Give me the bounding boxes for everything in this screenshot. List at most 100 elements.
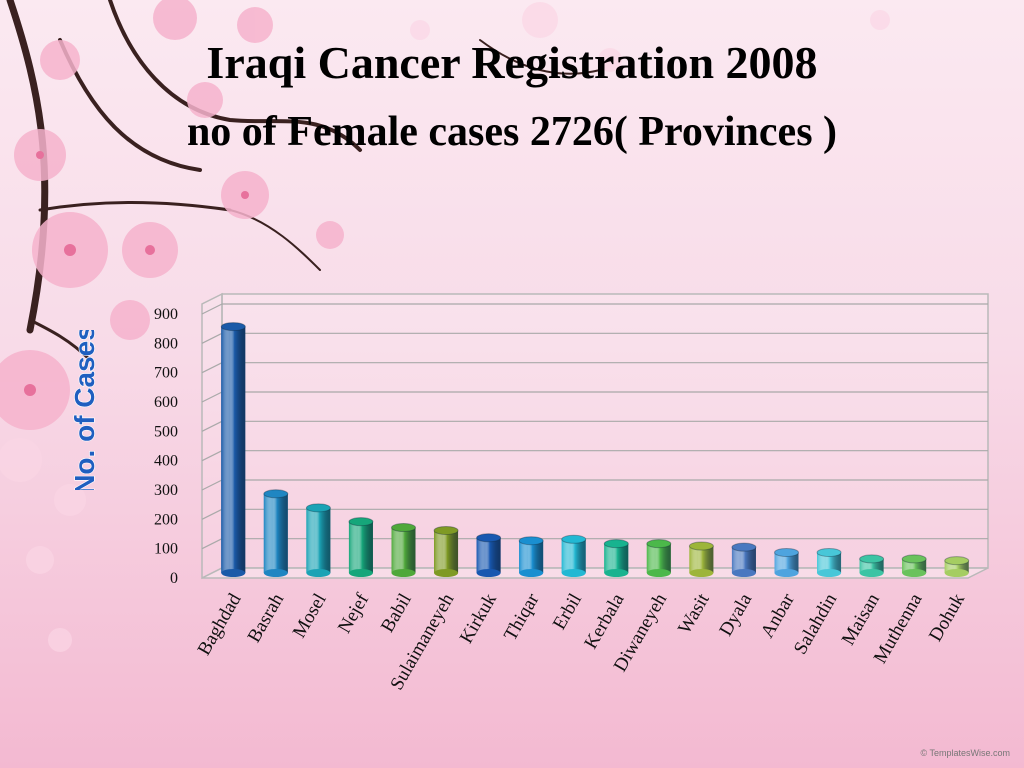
bar-diwaneyeh [646, 539, 672, 577]
x-tick-label: Dohuk [925, 590, 969, 646]
bar-kirkuk [476, 533, 502, 577]
bar-base [519, 569, 544, 577]
bar-kerbala [603, 539, 629, 577]
bar-top [688, 541, 714, 551]
bar-dohuk [944, 556, 970, 577]
gridline-side [201, 303, 223, 315]
gridline-side [201, 479, 223, 491]
bar-shading [476, 537, 501, 573]
gridline-side [201, 332, 223, 344]
bar-nejef [348, 517, 374, 577]
bar-top [646, 539, 672, 549]
x-tick-label: Dyala [715, 590, 756, 640]
bar-basrah [263, 489, 289, 577]
x-tick-label: Basrah [244, 590, 289, 647]
bar-base [944, 569, 969, 577]
bar-top [305, 503, 331, 513]
bar-base [476, 569, 501, 577]
bar-shading [774, 552, 799, 573]
bar-top [476, 533, 502, 543]
y-axis-label-text: No. of Cases [69, 330, 100, 490]
y-tick-label: 300 [154, 482, 178, 499]
x-tick-label: Mosel [289, 590, 331, 642]
bar-base [689, 569, 714, 577]
bar-top [603, 539, 629, 549]
bar-top [518, 536, 544, 546]
bar-base [221, 569, 246, 577]
gridline-side [201, 538, 223, 550]
bar-top [220, 322, 246, 332]
bar-top [944, 556, 970, 566]
x-tick-label: Baghdad [194, 590, 246, 659]
bar-base [348, 569, 373, 577]
bar-base [434, 569, 459, 577]
bar-top [859, 554, 885, 564]
bar-dyala [731, 542, 757, 577]
y-tick-label: 700 [154, 365, 178, 382]
y-axis-ticks: 0 100 200 300 400 500 600 700 800 900 [154, 306, 178, 587]
bar-babil [391, 523, 416, 577]
bar-thiqar [518, 536, 544, 577]
bar-maisan [859, 554, 885, 577]
y-tick-label: 600 [154, 394, 178, 411]
x-tick-label: Kirkuk [456, 590, 501, 648]
bar-shading [348, 521, 373, 573]
gridline-side [201, 450, 223, 462]
bar-top [348, 517, 374, 527]
bar-shading [817, 552, 842, 573]
bar-shading [859, 558, 884, 573]
bar-shading [561, 539, 586, 573]
y-tick-label: 900 [154, 306, 178, 323]
x-tick-label: Babil [377, 590, 416, 636]
bar-base [859, 569, 884, 577]
bar-wasit [688, 541, 714, 577]
bar-shading [306, 507, 331, 573]
bar-top [561, 534, 587, 544]
gridline-side [201, 391, 223, 403]
bar-top [774, 547, 799, 557]
bar-shading [689, 546, 714, 573]
bar-shading [646, 543, 671, 573]
y-tick-label: 500 [154, 423, 178, 440]
y-tick-label: 200 [154, 511, 178, 528]
bar-shading [519, 540, 544, 573]
x-tick-label: Wasit [674, 589, 714, 637]
bar-muthenna [901, 554, 927, 577]
x-tick-label: Erbil [549, 590, 586, 633]
chart-title: Iraqi Cancer Registration 2008 [206, 37, 818, 88]
gridlines [201, 303, 988, 550]
bar-base [561, 569, 586, 577]
bar-top [901, 554, 927, 564]
bar-base [817, 569, 842, 577]
bar-shading [604, 543, 629, 573]
y-tick-label: 0 [170, 570, 178, 587]
x-tick-label: Nejef [334, 589, 374, 637]
gridline-side [201, 362, 223, 374]
footer-credit: © TemplatesWise.com [920, 748, 1011, 758]
bar-salahdin [816, 547, 842, 577]
bar-mosel [305, 503, 331, 577]
bar-shading [434, 530, 459, 573]
bar-shading [731, 547, 756, 573]
y-tick-label: 800 [154, 335, 178, 352]
gridline-side [201, 420, 223, 432]
bar-base [731, 569, 756, 577]
x-tick-label: Maisan [838, 590, 884, 649]
y-tick-label: 400 [154, 453, 178, 470]
bar-shading [263, 493, 288, 573]
bar-shading [902, 558, 927, 573]
chart-subtitle: no of Female cases 2726( Provinces ) [186, 109, 838, 155]
bar-base [646, 569, 671, 577]
x-tick-label: Thiqar [500, 589, 544, 644]
bars [220, 322, 970, 577]
bar-top [731, 542, 757, 552]
gridline-side [201, 508, 223, 520]
back-wall [221, 293, 989, 569]
bar-top [433, 525, 459, 535]
bar-shading [391, 527, 416, 573]
bar-base [391, 569, 416, 577]
bar-top [816, 547, 842, 557]
bar-erbil [561, 534, 587, 577]
